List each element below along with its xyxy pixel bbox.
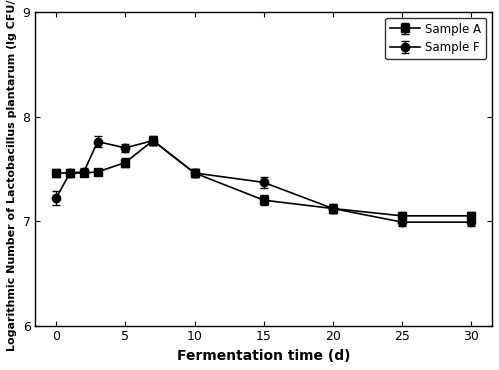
X-axis label: Fermentation time (d): Fermentation time (d) <box>177 349 350 363</box>
Legend: Sample A, Sample F: Sample A, Sample F <box>385 18 486 59</box>
Y-axis label: Logarithmic Number of Lactobacillus plantarum (lg CFU/g): Logarithmic Number of Lactobacillus plan… <box>7 0 17 351</box>
